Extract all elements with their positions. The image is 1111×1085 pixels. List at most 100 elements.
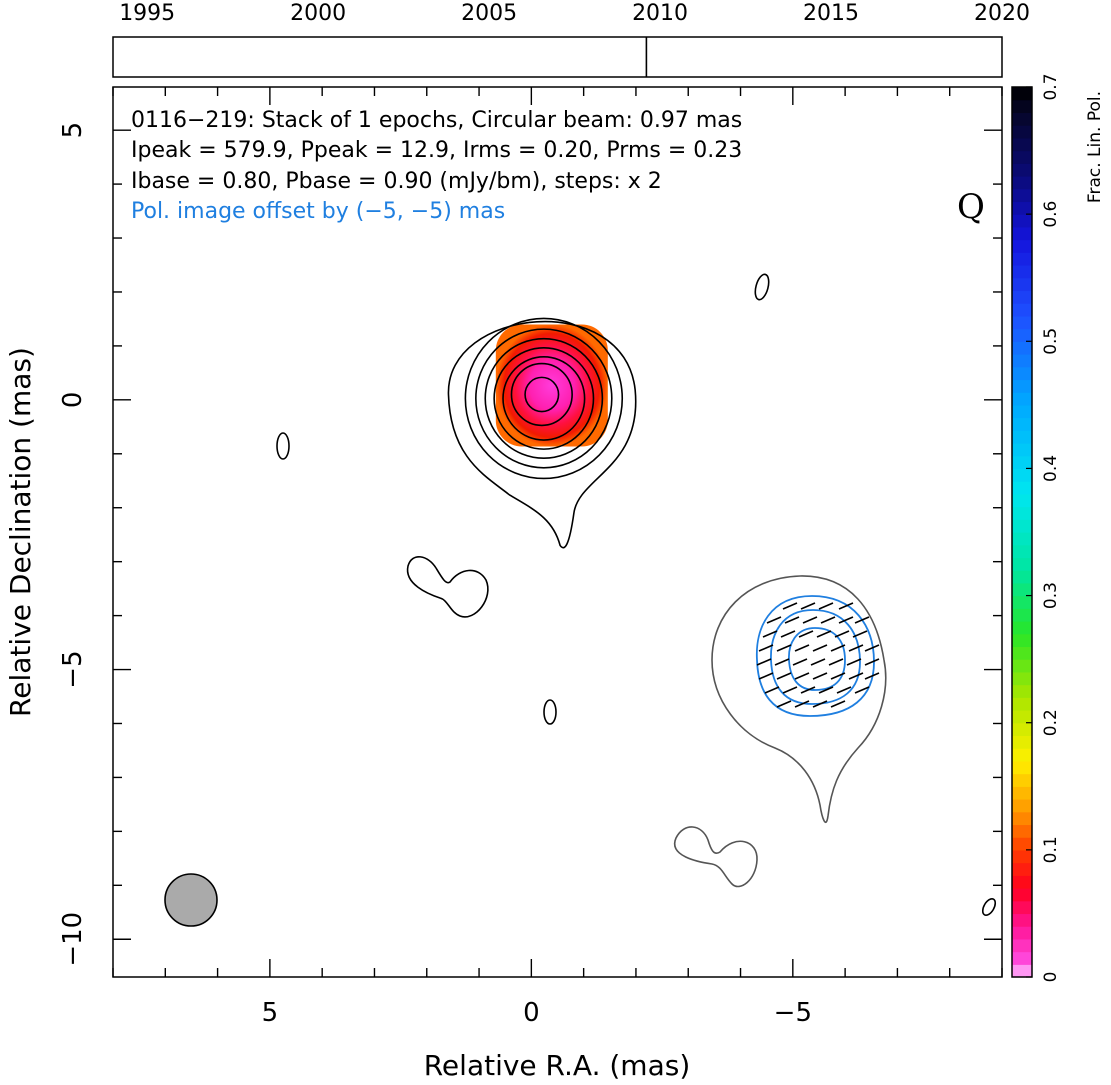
colorbar-swatch [1012, 99, 1032, 114]
colorbar-swatch [1012, 811, 1032, 826]
colorbar-swatch [1012, 354, 1032, 368]
stokes-i-contours [447, 317, 637, 549]
colorbar-swatch [1012, 582, 1032, 597]
colorbar-swatch [1012, 341, 1032, 355]
colorbar-tick-label: 0.6 [1041, 201, 1061, 228]
evpa-tick [792, 658, 808, 666]
colorbar-swatch [1012, 659, 1032, 673]
evpa-tick [762, 630, 778, 638]
colorbar-swatch [1012, 214, 1032, 228]
colorbar-swatch [1012, 290, 1032, 304]
stokes-i-contour [502, 356, 586, 441]
colorbar-swatch [1012, 621, 1032, 635]
polarized-intensity-contours [755, 595, 875, 717]
evpa-tick [782, 686, 798, 694]
evpa-ticks [756, 602, 880, 708]
x-tick-label: 5 [262, 998, 279, 1028]
colorbar-swatch [1012, 493, 1032, 508]
colorbar-swatch [1012, 265, 1032, 279]
stokes-i-base-contour [711, 575, 887, 823]
plot-frame [112, 86, 1003, 978]
plot-content [164, 273, 997, 927]
colorbar-swatch [1012, 443, 1032, 457]
colorbar-swatch [1012, 417, 1032, 431]
colorbar-swatch [1012, 201, 1032, 215]
y-axis-label: Relative Declination (mas) [4, 347, 37, 717]
noise-contour [406, 556, 489, 618]
evpa-tick [800, 686, 816, 694]
evpa-tick [798, 630, 814, 638]
evpa-tick [758, 644, 774, 652]
evpa-tick [846, 658, 862, 666]
colorbar-swatch [1012, 557, 1032, 571]
colorbar-swatch [1012, 150, 1032, 164]
colorbar-swatch [1012, 849, 1032, 864]
timeline-year-label: 2010 [632, 1, 688, 26]
colorbar-tick-label: 0.4 [1041, 455, 1061, 482]
timeline-year-label: 2000 [290, 1, 346, 26]
evpa-tick [818, 686, 834, 694]
timeline-year-label: 2020 [974, 1, 1030, 26]
colorbar-swatch [1012, 722, 1032, 737]
evpa-tick [864, 644, 880, 652]
colorbar-swatch [1012, 404, 1032, 419]
colorbar-ticks: 0 0.1 0.2 0.3 0.4 0.5 0.6 0.7 [1026, 73, 1061, 982]
evpa-tick [854, 616, 870, 624]
annotation-line2: Ipeak = 579.9, Ppeak = 12.9, Irms = 0.20… [131, 138, 742, 163]
evpa-tick [756, 658, 772, 666]
colorbar-swatch [1012, 862, 1032, 876]
evpa-tick [848, 644, 864, 652]
colorbar-swatch [1012, 773, 1032, 787]
x-axis-label: Relative R.A. (mas) [424, 1049, 691, 1082]
colorbar-swatch [1012, 366, 1032, 381]
evpa-tick [816, 630, 832, 638]
colorbar-swatch [1012, 176, 1032, 190]
colorbar-tick-label: 0 [1041, 972, 1061, 983]
colorbar-swatch [1012, 137, 1032, 152]
y-tick-label: 5 [58, 122, 88, 139]
colorbar-tick-label: 0.1 [1041, 836, 1061, 863]
timeline-year-label: 2005 [461, 1, 517, 26]
evpa-tick [834, 630, 850, 638]
colorbar-swatch [1012, 633, 1032, 648]
stokes-i-contour [510, 362, 573, 427]
colorbar-swatch [1012, 799, 1032, 813]
colorbar-swatch [1012, 888, 1032, 902]
fractional-polarization-image [495, 324, 608, 447]
evpa-tick [782, 602, 798, 610]
evpa-tick [854, 686, 870, 694]
colorbar-swatch [1012, 608, 1032, 622]
colorbar-swatch [1012, 951, 1032, 965]
colorbar-swatch [1012, 277, 1032, 292]
timeline-frame [112, 36, 1003, 78]
timeline-year-label: 2015 [803, 1, 859, 26]
colorbar-swatch [1012, 455, 1032, 470]
colorbar-swatch [1012, 112, 1032, 126]
evpa-tick [802, 616, 818, 624]
colorbar-swatch [1012, 710, 1032, 724]
stokes-i-contour [464, 317, 624, 480]
evpa-tick [776, 700, 792, 708]
colorbar-swatch [1012, 392, 1032, 406]
colorbar-swatch [1012, 519, 1032, 533]
colorbar-swatch [1012, 913, 1032, 927]
evpa-tick [780, 630, 796, 638]
y-tick-label: −5 [58, 650, 88, 688]
colorbar-swatch [1012, 481, 1032, 495]
evpa-tick [764, 686, 780, 694]
colorbar-swatch [1012, 671, 1032, 686]
colorbar-swatch [1012, 646, 1032, 660]
colorbar-swatch [1012, 226, 1032, 241]
colorbar-swatch [1012, 188, 1032, 203]
annotation-line1: 0116−219: Stack of 1 epochs, Circular be… [131, 108, 742, 133]
evpa-tick [810, 658, 826, 666]
stokes-i-contour [447, 320, 637, 549]
band-label: Q [957, 187, 985, 227]
evpa-tick [766, 616, 782, 624]
colorbar-swatch [1012, 328, 1032, 342]
evpa-tick [830, 700, 846, 708]
colorbar-swatch [1012, 938, 1032, 953]
evpa-tick [784, 616, 800, 624]
timeline-year-label: 1995 [119, 1, 175, 26]
timeline-ticks: 1995 2000 2005 2010 2015 2020 [119, 1, 1030, 26]
